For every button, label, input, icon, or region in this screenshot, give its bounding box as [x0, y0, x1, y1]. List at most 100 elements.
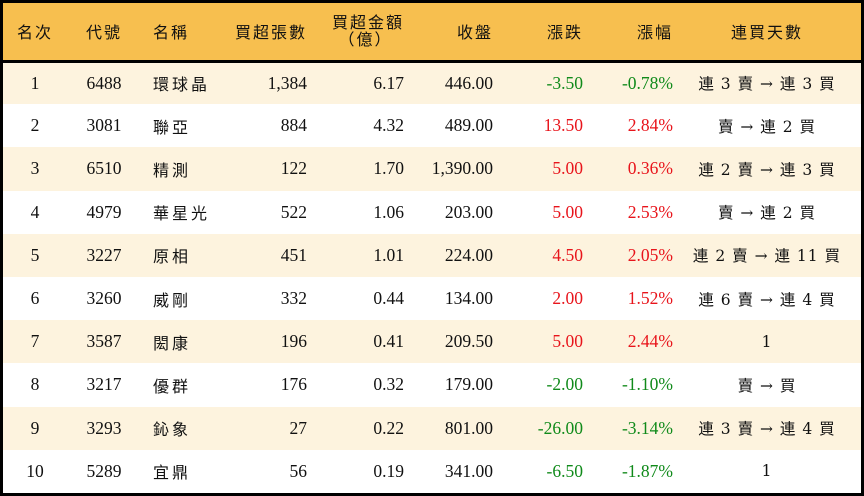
cell-rank: 4 [30, 201, 40, 222]
table-row: 1 6488 環球晶 1,384 6.17 446.00 -3.50 -0.78… [3, 61, 861, 105]
cell-net-buy-amount: 1.70 [373, 158, 404, 179]
cell-change-pct: -3.14% [621, 417, 673, 438]
cell-streak: 賣 → 連 2 買 [717, 117, 817, 136]
cell-streak: 連 2 賣 → 連 11 買 [692, 247, 842, 266]
cell-close: 1,390.00 [431, 158, 493, 179]
cell-code: 3260 [86, 288, 122, 309]
cell-net-buy-lots: 522 [280, 201, 307, 222]
cell-change: 5.00 [552, 201, 583, 222]
cell-change-pct: 2.84% [627, 115, 673, 136]
table-body: 1 6488 環球晶 1,384 6.17 446.00 -3.50 -0.78… [3, 61, 861, 493]
header-code: 代號 [85, 23, 122, 43]
table-row: 2 3081 聯亞 884 4.32 489.00 13.50 2.84% 賣 … [3, 104, 861, 148]
cell-close: 179.00 [444, 374, 493, 395]
cell-change-pct: -1.87% [621, 460, 673, 481]
cell-streak: 連 2 賣 → 連 3 買 [698, 160, 836, 179]
cell-change-pct: 2.53% [627, 201, 673, 222]
cell-net-buy-lots: 196 [280, 331, 307, 352]
cell-close: 446.00 [444, 72, 493, 93]
header-rank: 名次 [16, 23, 53, 43]
cell-net-buy-amount: 0.41 [373, 331, 404, 352]
cell-change: -3.50 [546, 72, 583, 93]
cell-name: 聯亞 [153, 117, 192, 137]
cell-close: 134.00 [444, 288, 493, 309]
cell-change-pct: -1.10% [621, 374, 673, 395]
header-net-buy-amount: 買超金額 （億） [307, 3, 404, 61]
cell-code: 5289 [86, 460, 122, 481]
table-row: 9 3293 鈊象 27 0.22 801.00 -26.00 -3.14% 連… [3, 406, 861, 450]
cell-rank: 2 [30, 115, 40, 136]
cell-net-buy-amount: 1.06 [373, 201, 404, 222]
cell-code: 3217 [86, 374, 122, 395]
net-buy-ranking-table: 名次 代號 名稱 買超張數 買超金額 （億） 收盤 漲跌 漲幅 連買天數 1 6… [3, 3, 861, 493]
header-net-buy-lots: 買超張數 [234, 23, 307, 43]
table-row: 5 3227 原相 451 1.01 224.00 4.50 2.05% 連 2… [3, 233, 861, 277]
cell-name: 閎康 [153, 333, 192, 353]
table-row: 7 3587 閎康 196 0.41 209.50 5.00 2.44% 1 [3, 320, 861, 364]
cell-net-buy-lots: 884 [280, 115, 307, 136]
cell-name: 鈊象 [153, 420, 192, 440]
cell-rank: 8 [30, 374, 40, 395]
cell-net-buy-lots: 1,384 [267, 72, 307, 93]
cell-rank: 1 [30, 72, 40, 93]
cell-streak: 1 [761, 462, 773, 481]
cell-close: 209.50 [444, 331, 493, 352]
cell-close: 489.00 [444, 115, 493, 136]
cell-name: 宜鼎 [153, 463, 192, 483]
table-row: 10 5289 宜鼎 56 0.19 341.00 -6.50 -1.87% 1 [3, 449, 861, 493]
cell-close: 801.00 [444, 417, 493, 438]
cell-name: 精測 [153, 160, 192, 180]
cell-code: 6510 [86, 158, 122, 179]
cell-code: 4979 [86, 201, 122, 222]
cell-close: 224.00 [444, 244, 493, 265]
header-net-buy-amount-line2: （億） [338, 30, 393, 50]
header-change: 漲跌 [546, 23, 583, 43]
cell-net-buy-lots: 176 [280, 374, 307, 395]
cell-change-pct: 2.44% [627, 331, 673, 352]
header-name: 名稱 [153, 23, 190, 43]
cell-change-pct: -0.78% [621, 72, 673, 93]
cell-code: 3293 [86, 417, 122, 438]
cell-code: 3227 [86, 244, 122, 265]
cell-rank: 5 [30, 244, 40, 265]
cell-net-buy-lots: 122 [280, 158, 307, 179]
cell-change: -2.00 [546, 374, 583, 395]
cell-net-buy-amount: 0.32 [373, 374, 404, 395]
cell-rank: 7 [30, 331, 40, 352]
cell-streak: 賣 → 連 2 買 [717, 204, 817, 223]
header-net-buy-amount-line1: 買超金額 [331, 13, 404, 33]
cell-close: 203.00 [444, 201, 493, 222]
cell-net-buy-lots: 56 [289, 460, 308, 481]
cell-streak: 連 3 賣 → 連 4 買 [698, 420, 836, 439]
header-close: 收盤 [456, 23, 493, 43]
cell-rank: 9 [30, 417, 40, 438]
table-row: 8 3217 優群 176 0.32 179.00 -2.00 -1.10% 賣… [3, 363, 861, 407]
cell-net-buy-amount: 0.19 [373, 460, 404, 481]
cell-name: 優群 [153, 376, 192, 396]
cell-net-buy-amount: 4.32 [373, 115, 404, 136]
cell-change: 13.50 [543, 115, 583, 136]
cell-change: -26.00 [537, 417, 583, 438]
table-header-row: 名次 代號 名稱 買超張數 買超金額 （億） 收盤 漲跌 漲幅 連買天數 [3, 3, 861, 61]
cell-net-buy-amount: 6.17 [373, 72, 404, 93]
cell-code: 6488 [86, 72, 122, 93]
cell-streak: 1 [761, 332, 773, 351]
table-row: 4 4979 華星光 522 1.06 203.00 5.00 2.53% 賣 … [3, 190, 861, 234]
cell-close: 341.00 [444, 460, 493, 481]
cell-rank: 10 [26, 460, 44, 481]
cell-change: -6.50 [546, 460, 583, 481]
cell-streak: 連 3 賣 → 連 3 買 [698, 75, 836, 94]
cell-change: 5.00 [552, 158, 583, 179]
cell-net-buy-amount: 0.44 [373, 288, 404, 309]
cell-streak: 連 6 賣 → 連 4 買 [698, 290, 836, 309]
header-streak: 連買天數 [730, 23, 803, 43]
cell-net-buy-amount: 1.01 [373, 244, 404, 265]
cell-change-pct: 2.05% [627, 244, 673, 265]
cell-change-pct: 1.52% [627, 288, 673, 309]
cell-net-buy-lots: 451 [280, 244, 307, 265]
cell-name: 原相 [153, 247, 192, 267]
cell-net-buy-lots: 332 [280, 288, 307, 309]
cell-change: 5.00 [552, 331, 583, 352]
cell-change: 4.50 [552, 244, 583, 265]
